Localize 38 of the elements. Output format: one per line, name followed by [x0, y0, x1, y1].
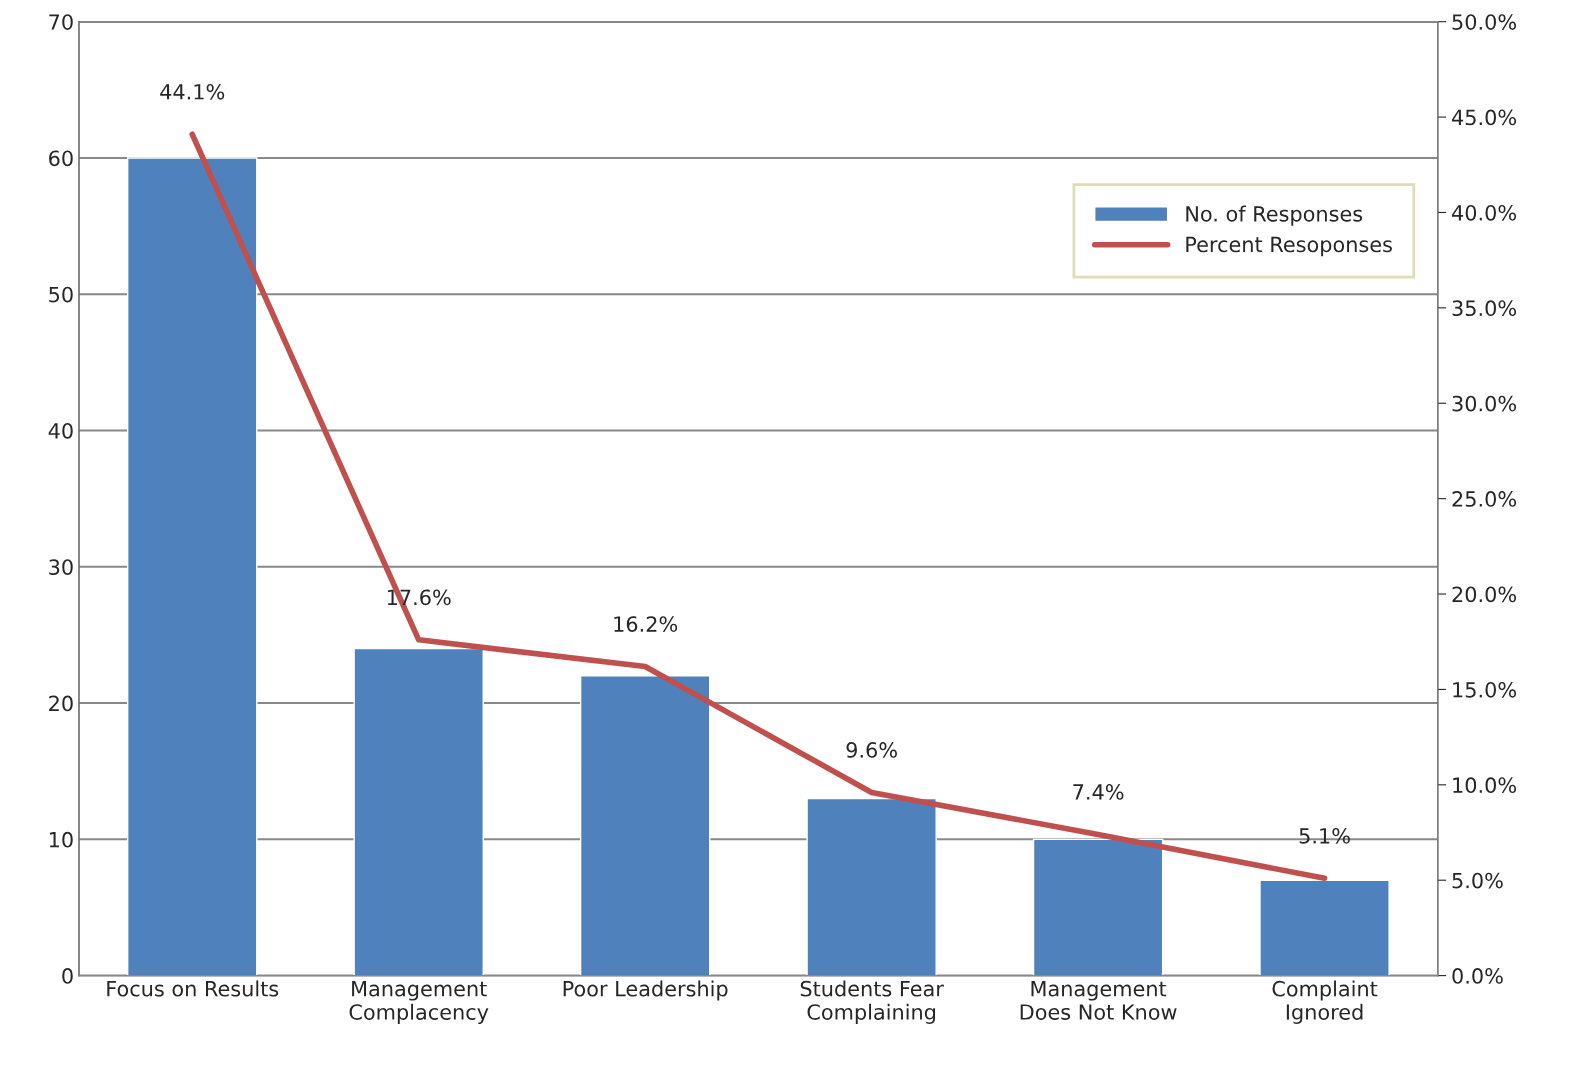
bar	[579, 675, 711, 976]
x-tick-label: Students Fear Complaining	[800, 980, 944, 1024]
x-tick-label: Focus on Results	[107, 980, 279, 997]
x-tick-label: Management Complacency	[349, 981, 489, 1024]
y-tick-label: 10	[49, 831, 73, 848]
data-label: 16.2%	[614, 616, 678, 632]
bar	[1259, 879, 1390, 976]
x-tick-label: Poor Leadership	[563, 980, 728, 1001]
x-tick-label: Complaint Ignored	[1272, 980, 1378, 1024]
data-label: 7.4%	[1073, 784, 1124, 800]
data-label: 9.6%	[846, 742, 897, 758]
y-tick-label: 0	[62, 968, 73, 984]
y2-tick-label: 50.0%	[1452, 14, 1517, 30]
data-label: 44.1%	[160, 83, 225, 100]
bar	[1032, 838, 1164, 976]
data-label: 5.1%	[1299, 827, 1350, 844]
bar	[126, 157, 258, 976]
y2-tick-label: 40.0%	[1452, 204, 1517, 221]
y-tick-label: 60	[49, 150, 73, 167]
y2-tick-label: 5.0%	[1452, 872, 1503, 889]
y2-tick-label: 35.0%	[1452, 300, 1517, 317]
y2-tick-label: 10.0%	[1453, 777, 1517, 794]
y-tick-label: 70	[49, 14, 73, 30]
y-tick-label: 30	[49, 559, 73, 575]
y2-tick-label: 20.0%	[1452, 586, 1517, 603]
y-tick-label: 50	[49, 286, 73, 303]
y-tick-label: 40	[48, 422, 73, 439]
bar	[353, 647, 484, 976]
x-tick-label: Management Does Not Know	[1020, 981, 1177, 1020]
y2-tick-label: 25.0%	[1452, 491, 1517, 507]
legend-label: Percent Resoponses	[1186, 236, 1392, 257]
y2-tick-label: 45.0%	[1452, 109, 1517, 126]
y2-tick-label: 30.0%	[1452, 395, 1517, 412]
bar	[806, 797, 937, 976]
legend-label: No. of Responses	[1186, 205, 1363, 226]
y2-tick-label: 15.0%	[1453, 681, 1517, 698]
y2-tick-label: 0.0%	[1452, 968, 1503, 984]
y-tick-label: 20	[49, 695, 73, 712]
